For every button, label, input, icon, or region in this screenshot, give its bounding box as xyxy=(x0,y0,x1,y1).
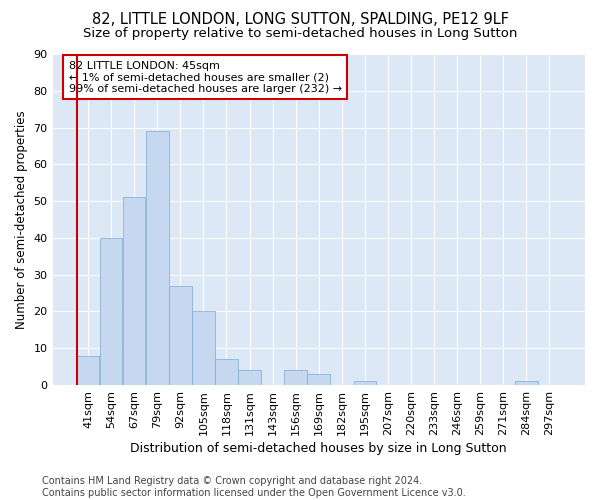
Bar xyxy=(215,360,238,385)
Bar xyxy=(307,374,330,385)
Bar xyxy=(238,370,261,385)
Text: Size of property relative to semi-detached houses in Long Sutton: Size of property relative to semi-detach… xyxy=(83,28,517,40)
Bar xyxy=(192,312,215,385)
Y-axis label: Number of semi-detached properties: Number of semi-detached properties xyxy=(15,110,28,329)
X-axis label: Distribution of semi-detached houses by size in Long Sutton: Distribution of semi-detached houses by … xyxy=(130,442,507,455)
Text: 82 LITTLE LONDON: 45sqm
← 1% of semi-detached houses are smaller (2)
99% of semi: 82 LITTLE LONDON: 45sqm ← 1% of semi-det… xyxy=(68,60,341,94)
Bar xyxy=(515,382,538,385)
Bar xyxy=(353,382,376,385)
Text: 82, LITTLE LONDON, LONG SUTTON, SPALDING, PE12 9LF: 82, LITTLE LONDON, LONG SUTTON, SPALDING… xyxy=(91,12,509,28)
Bar xyxy=(100,238,122,385)
Bar xyxy=(284,370,307,385)
Bar xyxy=(169,286,191,385)
Bar xyxy=(146,131,169,385)
Bar xyxy=(123,198,145,385)
Text: Contains HM Land Registry data © Crown copyright and database right 2024.
Contai: Contains HM Land Registry data © Crown c… xyxy=(42,476,466,498)
Bar xyxy=(77,356,100,385)
